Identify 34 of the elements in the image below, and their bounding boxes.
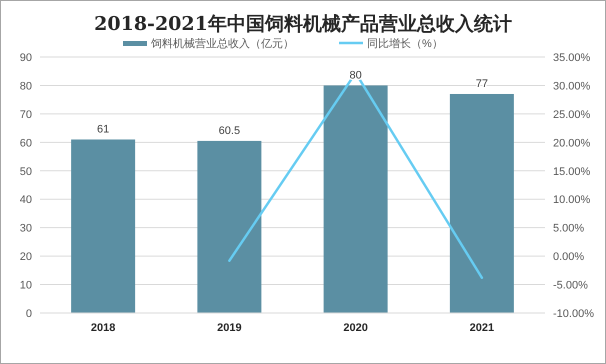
x-tick-label: 2020	[343, 322, 368, 334]
y-tick-label: 50	[20, 166, 32, 178]
y2-tick-label: 35.00%	[553, 52, 591, 64]
legend-label: 同比增长（%）	[367, 37, 443, 50]
data-label: 61	[97, 123, 110, 136]
bar	[197, 140, 262, 313]
y-tick-label: 0	[26, 308, 32, 320]
y2-tick-label: 15.00%	[553, 166, 591, 178]
y-tick-label: 90	[20, 52, 32, 64]
y2-tick-label: -5.00%	[553, 280, 588, 292]
data-label: 60.5	[218, 124, 240, 137]
y2-tick-label: -10.00%	[553, 308, 594, 320]
y-tick-label: 20	[20, 251, 32, 264]
x-tick-label: 2021	[470, 322, 494, 334]
y-tick-label: 60	[20, 137, 32, 150]
legend-label: 饲料机械营业总收入（亿元）	[150, 37, 294, 50]
y-tick-label: 10	[20, 280, 32, 292]
y-tick-label: 30	[20, 222, 32, 235]
y-tick-label: 70	[20, 108, 32, 121]
chart-title: 2018-2021年中国饲料机械产品营业总收入统计	[94, 13, 512, 35]
bar	[71, 139, 136, 313]
y-tick-label: 40	[20, 194, 32, 206]
data-label: 77	[476, 78, 488, 90]
y2-tick-label: 10.00%	[553, 194, 591, 206]
y2-tick-label: 30.00%	[553, 80, 591, 92]
x-tick-label: 2018	[90, 322, 116, 334]
y2-tick-label: 5.00%	[553, 222, 584, 235]
bar	[450, 94, 514, 313]
x-tick-label: 2019	[217, 322, 242, 334]
y-tick-label: 80	[20, 80, 32, 92]
y2-tick-label: 25.00%	[553, 108, 591, 121]
y2-tick-label: 20.00%	[553, 137, 591, 150]
y2-tick-label: 0.00%	[553, 251, 584, 264]
bar	[324, 85, 388, 313]
